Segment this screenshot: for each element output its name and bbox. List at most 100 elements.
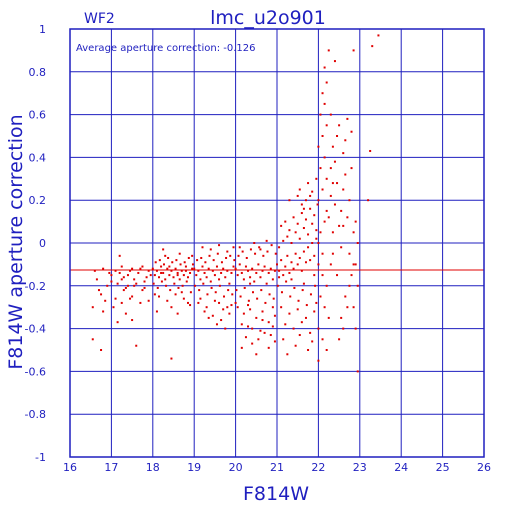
data-point [251, 291, 254, 294]
data-point [242, 278, 245, 281]
x-tick-label: 18 [146, 461, 160, 474]
data-point [227, 289, 230, 292]
data-point [267, 271, 270, 274]
data-point [247, 304, 250, 307]
data-point [354, 263, 357, 266]
y-tick-labels: -1 -0.8 -0.6 -0.4 -0.2 0 0.2 0.4 0.6 0.8 1 [25, 23, 46, 464]
data-point [321, 338, 324, 341]
data-point [304, 261, 307, 264]
data-point [254, 252, 257, 255]
data-point [329, 194, 332, 197]
data-point [304, 199, 307, 202]
data-point [118, 271, 121, 274]
data-point [315, 229, 318, 232]
data-point [297, 299, 300, 302]
data-point [282, 274, 285, 277]
data-point [264, 301, 267, 304]
data-point [323, 156, 326, 159]
data-point [321, 92, 324, 95]
data-point [139, 267, 142, 270]
data-point [325, 81, 328, 84]
data-point [249, 308, 252, 311]
data-point [307, 349, 310, 351]
data-point [317, 145, 320, 148]
data-point [304, 316, 307, 319]
data-point [319, 167, 322, 170]
data-point [331, 252, 334, 255]
data-point [367, 199, 370, 202]
data-point [114, 297, 117, 300]
data-point [155, 269, 158, 272]
data-point [354, 220, 357, 223]
data-point [166, 299, 169, 302]
data-point [263, 265, 266, 268]
data-point [175, 259, 178, 262]
data-point [236, 274, 239, 277]
data-point [282, 338, 285, 341]
data-point [325, 349, 328, 351]
data-point [262, 254, 265, 257]
data-point [168, 265, 171, 268]
data-point [321, 274, 324, 277]
data-point [234, 267, 237, 270]
x-tick-label: 22 [311, 461, 325, 474]
data-point [211, 314, 214, 317]
data-point [174, 293, 177, 296]
x-tick-label: 24 [394, 461, 408, 474]
x-tick-label: 20 [229, 461, 243, 474]
data-point [171, 261, 174, 264]
data-point [110, 280, 113, 283]
data-point [267, 346, 270, 349]
data-point [267, 321, 270, 324]
data-point [284, 323, 287, 326]
data-point [255, 353, 258, 356]
data-point [369, 149, 372, 152]
data-point [309, 293, 312, 296]
data-point [180, 291, 183, 294]
data-point [311, 242, 314, 244]
data-point [208, 254, 211, 257]
data-point [278, 269, 281, 272]
data-point [215, 323, 218, 326]
x-tick-label: 25 [436, 461, 450, 474]
data-point [317, 263, 320, 266]
data-point [215, 265, 218, 268]
data-point [298, 256, 301, 259]
data-point [133, 278, 136, 281]
data-point [176, 274, 179, 277]
data-point [253, 242, 256, 244]
data-point [160, 271, 163, 274]
data-point [294, 344, 297, 347]
data-point [342, 224, 345, 227]
data-point [195, 274, 198, 277]
data-point [213, 274, 216, 277]
data-point [230, 304, 233, 307]
data-point [169, 289, 172, 292]
data-point [268, 293, 271, 296]
data-point [209, 248, 212, 251]
data-point [329, 113, 332, 116]
data-point [141, 265, 144, 268]
y-tick-label: -0.4 [25, 323, 46, 336]
data-point [91, 306, 94, 309]
data-point [124, 312, 127, 315]
data-point [185, 280, 188, 283]
data-point [172, 276, 175, 279]
data-point [112, 306, 115, 309]
data-point [342, 327, 345, 330]
data-point [158, 295, 161, 298]
data-point [180, 269, 183, 272]
data-point [228, 282, 231, 285]
data-point [129, 269, 132, 272]
x-tick-label: 26 [477, 461, 491, 474]
data-point [154, 261, 157, 264]
data-point [288, 229, 291, 232]
data-point [288, 312, 291, 315]
data-point [230, 271, 233, 274]
data-point [174, 267, 177, 270]
data-point [143, 286, 146, 289]
y-tick-label: 0.6 [29, 109, 47, 122]
data-point [302, 282, 305, 285]
data-point [278, 276, 281, 279]
data-point [234, 301, 237, 304]
